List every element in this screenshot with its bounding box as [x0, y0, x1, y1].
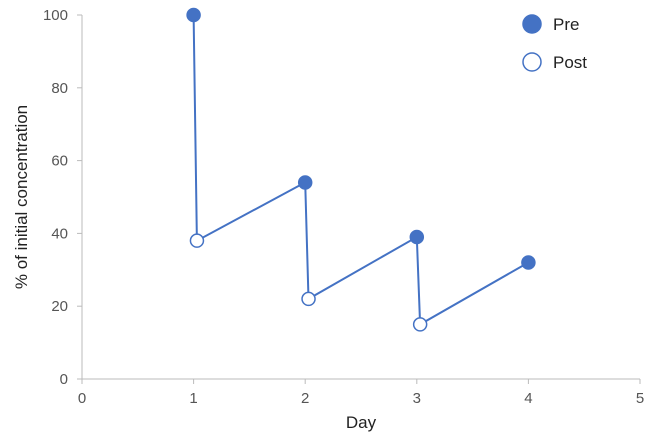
y-tick-label: 100: [43, 7, 68, 24]
y-tick-label: 20: [51, 298, 68, 315]
x-tick-label: 5: [636, 390, 644, 407]
x-axis-title: Day: [346, 413, 377, 432]
legend: Pre Post: [522, 14, 587, 72]
y-tick-label: 80: [51, 80, 68, 97]
pre-point: [521, 255, 536, 270]
pre-point: [409, 229, 425, 245]
x-tick-label: 2: [301, 390, 309, 407]
x-tick-label: 0: [78, 390, 86, 407]
x-ticks: 0 1 2 3 4 5: [78, 379, 644, 407]
plot-area: [186, 7, 536, 332]
x-tick-label: 3: [413, 390, 421, 407]
series-line: [192, 14, 529, 327]
axes: [81, 15, 640, 380]
markers: [186, 7, 536, 332]
y-tick-label: 0: [60, 371, 68, 388]
post-point: [301, 291, 316, 307]
x-tick-label: 4: [524, 390, 532, 407]
y-axis-title: % of initial concentration: [12, 105, 31, 289]
pre-point: [186, 7, 201, 23]
post-point: [189, 233, 205, 248]
pre-point: [297, 175, 313, 190]
y-tick-label: 40: [51, 225, 68, 242]
x-tick-label: 1: [189, 390, 197, 407]
legend-marker-pre: [522, 14, 542, 34]
legend-label-pre: Pre: [553, 15, 579, 34]
legend-label-post: Post: [553, 53, 587, 72]
post-point: [412, 317, 428, 332]
legend-marker-post: [522, 52, 542, 72]
y-ticks: 0 20 40 60 80 100: [43, 7, 82, 388]
y-tick-label: 60: [51, 153, 68, 170]
